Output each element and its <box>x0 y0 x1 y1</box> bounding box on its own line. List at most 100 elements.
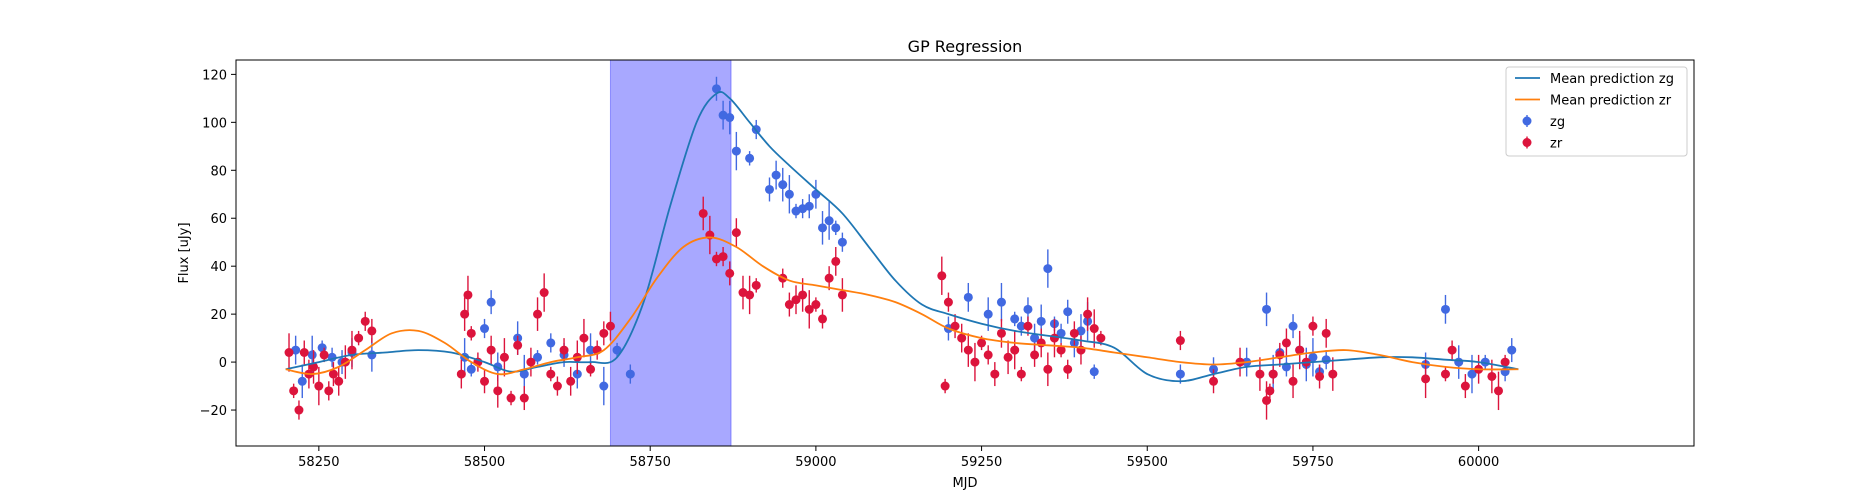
zr-point <box>957 333 967 343</box>
zg-point <box>1043 264 1053 274</box>
zr-point <box>480 376 490 386</box>
zr-point <box>784 300 794 310</box>
shaded-band-layer <box>609 59 732 447</box>
shaded-region <box>609 59 732 447</box>
zg-point <box>533 352 543 362</box>
zr-point <box>1209 376 1219 386</box>
zg-point <box>297 376 307 386</box>
points-layer <box>284 76 1517 420</box>
zr-point <box>1030 350 1040 360</box>
zr-point <box>1447 345 1457 355</box>
zg-point <box>1454 357 1464 367</box>
zr-point <box>950 321 960 331</box>
zg-point <box>824 216 834 226</box>
zr-point <box>347 345 357 355</box>
zg-point <box>963 292 973 302</box>
zr-point <box>990 369 1000 379</box>
zr-point <box>579 333 589 343</box>
zg-point <box>1507 345 1517 355</box>
zg-point <box>1262 304 1272 314</box>
zg-point <box>612 345 622 355</box>
zr-point <box>506 393 516 403</box>
zr-point <box>791 295 801 305</box>
zr-point <box>486 345 496 355</box>
x-axis-ticks: 58250 58500 58750 59000 59250 59500 59750 60000 <box>298 446 1499 470</box>
lines-layer <box>285 91 1519 383</box>
zg-point <box>778 180 788 190</box>
zr-point <box>943 297 953 307</box>
zg-point <box>771 170 781 180</box>
legend-point-swatch <box>1522 116 1532 126</box>
zg-point <box>1010 314 1020 324</box>
zr-point <box>299 347 309 357</box>
zr-point <box>745 290 755 300</box>
zr-point <box>1023 321 1033 331</box>
zg-point <box>837 237 847 247</box>
zr-point <box>526 357 536 367</box>
zr-point <box>1493 386 1503 396</box>
y-tick-label: −20 <box>200 404 227 419</box>
zr-point <box>605 321 615 331</box>
zr-point <box>460 309 470 319</box>
zg-point <box>1030 333 1040 343</box>
x-tick-label: 59000 <box>795 455 836 470</box>
zr-point <box>599 328 609 338</box>
zr-point <box>328 369 338 379</box>
y-tick-label: 120 <box>202 68 227 83</box>
zg-point <box>1321 355 1331 365</box>
axes-frame <box>235 59 1695 447</box>
zr-point <box>1003 352 1013 362</box>
zg-point <box>1023 304 1033 314</box>
zr-point <box>996 328 1006 338</box>
zr-point <box>1265 386 1275 396</box>
zr-point <box>1063 364 1073 374</box>
zr-point <box>1096 333 1106 343</box>
zg-point <box>599 381 609 391</box>
zg-point <box>1036 316 1046 326</box>
zg-point <box>1016 321 1026 331</box>
legend: Mean prediction zg Mean prediction zr zg zr <box>1505 66 1688 157</box>
zg-point <box>1467 369 1477 379</box>
zr-point <box>1500 357 1510 367</box>
zr-point <box>294 405 304 415</box>
x-tick-label: 58500 <box>464 455 505 470</box>
zr-point <box>354 333 364 343</box>
zr-point <box>1036 338 1046 348</box>
zr-point <box>1281 338 1291 348</box>
zg-point <box>1175 369 1185 379</box>
zr-point <box>1315 371 1325 381</box>
x-tick-label: 60000 <box>1458 455 1499 470</box>
zr-point <box>466 328 476 338</box>
zr-point <box>566 376 576 386</box>
zg-point <box>983 309 993 319</box>
chart-title: GP Regression <box>908 37 1023 56</box>
zr-point <box>314 381 324 391</box>
zg-point <box>625 369 635 379</box>
zr-point <box>983 350 993 360</box>
x-axis-label: MJD <box>952 476 977 491</box>
zg-point <box>818 223 828 233</box>
zr-point <box>731 228 741 238</box>
zr-point <box>837 290 847 300</box>
zr-point <box>977 338 987 348</box>
zg-point <box>711 84 721 94</box>
zr-point <box>970 357 980 367</box>
zr-point <box>360 316 370 326</box>
zr-point <box>824 273 834 283</box>
line-zg <box>285 91 1519 383</box>
zr-point <box>1421 374 1431 384</box>
y-tick-label: 80 <box>210 164 227 179</box>
x-tick-label: 59250 <box>961 455 1002 470</box>
zr-point <box>1083 309 1093 319</box>
y-tick-label: 0 <box>219 356 227 371</box>
zg-point <box>996 297 1006 307</box>
zr-point <box>559 345 569 355</box>
zr-point <box>1175 336 1185 346</box>
zr-point <box>284 347 294 357</box>
zg-point <box>480 324 490 334</box>
zr-point <box>1049 333 1059 343</box>
zr-point <box>546 369 556 379</box>
zr-point <box>319 350 329 360</box>
legend-point-swatch <box>1522 138 1532 147</box>
